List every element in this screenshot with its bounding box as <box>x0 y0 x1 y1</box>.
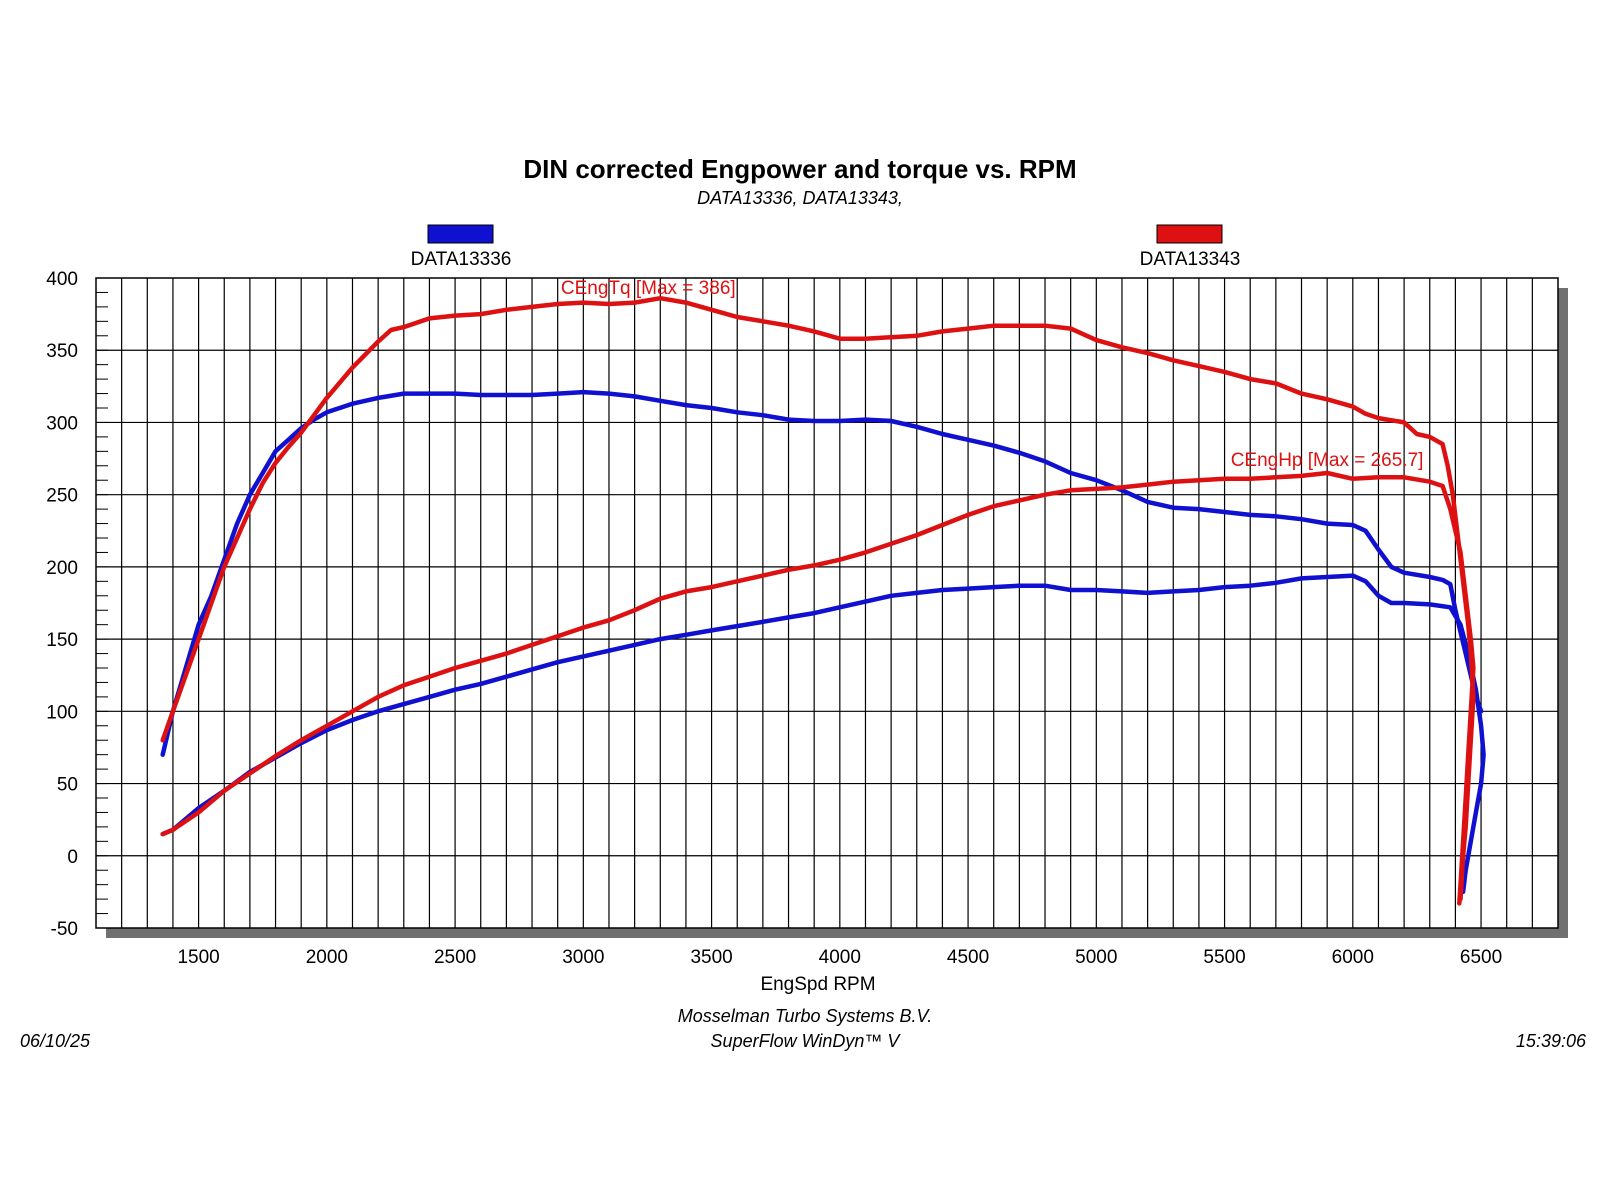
footer-company: Mosselman Turbo Systems B.V. <box>678 1006 932 1026</box>
y-tick-label: 50 <box>57 775 78 796</box>
x-tick-label: 6000 <box>1332 947 1374 968</box>
legend-swatch-data13343 <box>1156 224 1223 244</box>
hp-max-annotation: CEngHp [Max = 265.7] <box>1231 450 1424 471</box>
footer-software: SuperFlow WinDyn™ V <box>711 1031 902 1051</box>
y-tick-label: 400 <box>46 269 78 290</box>
x-tick-label: 5000 <box>1075 947 1117 968</box>
x-tick-label: 2000 <box>306 947 348 968</box>
chart-title: DIN corrected Engpower and torque vs. RP… <box>523 154 1076 184</box>
torque-max-annotation: CEngTq [Max = 386] <box>561 278 736 299</box>
plot-area <box>96 278 1558 928</box>
legend-swatch-data13336 <box>427 224 494 244</box>
y-tick-label: 0 <box>67 847 78 868</box>
footer-time: 15:39:06 <box>1516 1031 1587 1051</box>
x-tick-label: 5500 <box>1203 947 1245 968</box>
legend-label-data13336: DATA13336 <box>411 249 512 270</box>
series-data13343-power-line <box>160 470 1476 906</box>
x-tick-label: 3000 <box>562 947 604 968</box>
x-tick-label: 6500 <box>1460 947 1502 968</box>
y-tick-label: 250 <box>46 486 78 507</box>
y-tick-label: 300 <box>46 413 78 434</box>
y-tick-label: 100 <box>46 702 78 723</box>
series-data13336-torque-line <box>160 389 1484 757</box>
plot-border <box>95 277 1559 929</box>
grid <box>96 278 1558 928</box>
y-tick-label: 150 <box>46 630 78 651</box>
legend-label-data13343: DATA13343 <box>1140 249 1241 270</box>
minor-ticks <box>96 277 108 929</box>
series-data13343-torque-line <box>160 295 1476 902</box>
x-tick-label: 4000 <box>819 947 861 968</box>
x-tick-label: 4500 <box>947 947 989 968</box>
x-tick-label: 3500 <box>690 947 732 968</box>
x-axis-label: EngSpd RPM <box>760 974 875 995</box>
x-tick-label: 2500 <box>434 947 476 968</box>
y-tick-label: -50 <box>51 919 78 940</box>
y-tick-label: 200 <box>46 558 78 579</box>
footer-date: 06/10/25 <box>20 1031 91 1051</box>
y-tick-label: 350 <box>46 341 78 362</box>
series-data13336-power-line <box>160 573 1486 895</box>
x-tick-label: 1500 <box>177 947 219 968</box>
chart-subtitle: DATA13336, DATA13343, <box>697 188 903 208</box>
series-lines <box>160 295 1486 906</box>
tick-labels: 1500 2000 2500 3000 3500 4000 4500 5000 5500 6000… <box>46 269 1502 968</box>
